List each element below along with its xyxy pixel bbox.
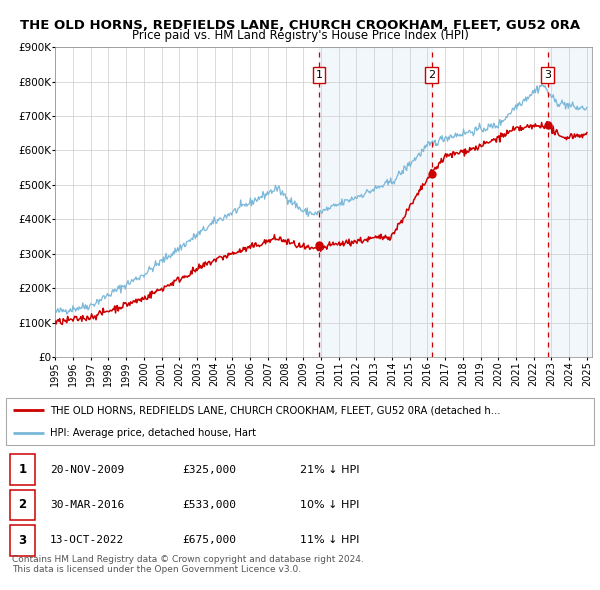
Bar (319, 47, 432, 357)
Text: £675,000: £675,000 (182, 535, 236, 545)
Text: This data is licensed under the Open Government Licence v3.0.: This data is licensed under the Open Gov… (12, 565, 301, 574)
Text: Price paid vs. HM Land Registry's House Price Index (HPI): Price paid vs. HM Land Registry's House … (131, 30, 469, 42)
Text: 3: 3 (19, 534, 26, 547)
Text: £325,000: £325,000 (182, 465, 236, 475)
Text: 1: 1 (19, 463, 26, 476)
Text: 30-MAR-2016: 30-MAR-2016 (50, 500, 124, 510)
Text: 13-OCT-2022: 13-OCT-2022 (50, 535, 124, 545)
Text: 21% ↓ HPI: 21% ↓ HPI (300, 465, 359, 475)
Text: 2: 2 (19, 499, 26, 512)
Bar (10, 454, 35, 485)
Text: 3: 3 (544, 70, 551, 80)
Text: 1: 1 (316, 70, 323, 80)
Text: 20-NOV-2009: 20-NOV-2009 (50, 465, 124, 475)
Text: THE OLD HORNS, REDFIELDS LANE, CHURCH CROOKHAM, FLEET, GU52 0RA (detached h...: THE OLD HORNS, REDFIELDS LANE, CHURCH CR… (50, 405, 500, 415)
Text: 11% ↓ HPI: 11% ↓ HPI (300, 535, 359, 545)
Text: Contains HM Land Registry data © Crown copyright and database right 2024.: Contains HM Land Registry data © Crown c… (12, 555, 364, 563)
Text: 10% ↓ HPI: 10% ↓ HPI (300, 500, 359, 510)
Bar (548, 47, 592, 357)
Text: £533,000: £533,000 (182, 500, 236, 510)
Text: HPI: Average price, detached house, Hart: HPI: Average price, detached house, Hart (50, 428, 256, 438)
Bar (10, 525, 35, 556)
Bar (10, 490, 35, 520)
Text: 2: 2 (428, 70, 436, 80)
Text: THE OLD HORNS, REDFIELDS LANE, CHURCH CROOKHAM, FLEET, GU52 0RA: THE OLD HORNS, REDFIELDS LANE, CHURCH CR… (20, 19, 580, 32)
